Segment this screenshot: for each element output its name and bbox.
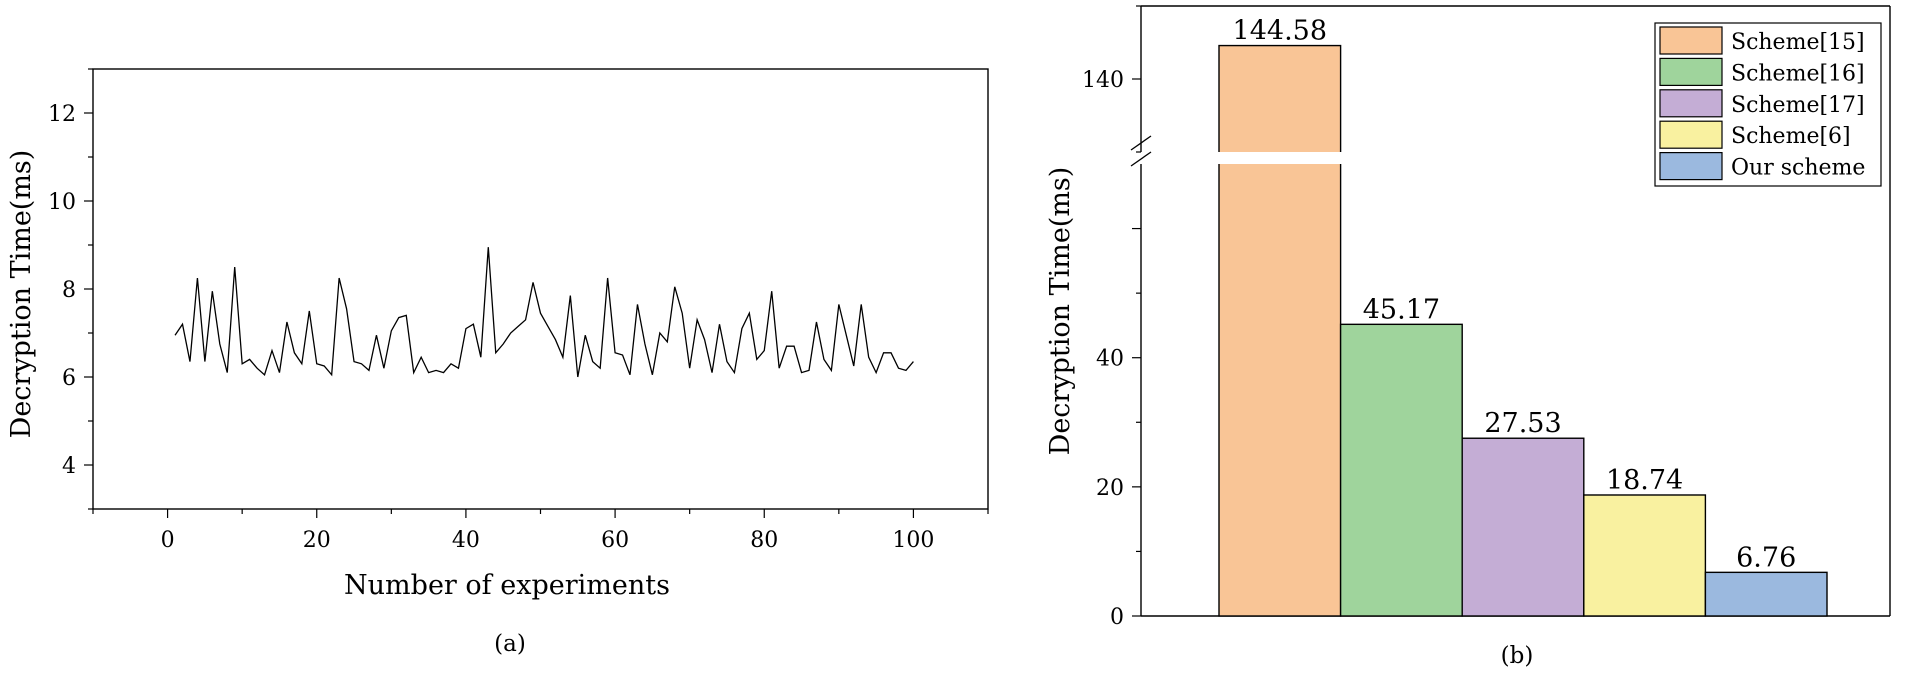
legend-swatch xyxy=(1659,57,1723,87)
chart-a-ticks xyxy=(84,68,989,518)
legend-swatch xyxy=(1659,152,1723,181)
legend-label: Scheme[15] xyxy=(1731,30,1865,55)
y-tick-label: 140 xyxy=(1082,68,1124,93)
chart-b-bar-chart: 0 20 40 140 144.58 45.17 27.53 18.74 6.76 Schem… xyxy=(1045,5,1891,669)
x-tick-label: 0 xyxy=(161,528,175,553)
legend-label: Scheme[17] xyxy=(1731,93,1865,118)
chart-a-x-axis-title: Number of experiments xyxy=(344,570,670,601)
legend-label: Our scheme xyxy=(1731,156,1865,181)
y-tick-label: 40 xyxy=(1096,347,1124,372)
x-tick-label: 80 xyxy=(750,528,778,553)
x-tick-label: 100 xyxy=(892,528,934,553)
chart-b-legend: Scheme[15] Scheme[16] Scheme[17] Scheme[6] O… xyxy=(1654,22,1882,187)
chart-b-bars xyxy=(1210,44,1828,617)
y-tick-label: 20 xyxy=(1096,476,1124,501)
y-tick-label: 4 xyxy=(62,454,76,479)
legend-label: Scheme[6] xyxy=(1731,124,1851,149)
y-tick-label: 12 xyxy=(48,102,76,127)
chart-a-panel-label: (a) xyxy=(494,631,526,657)
y-tick-label: 0 xyxy=(1110,605,1124,630)
chart-a-series-line xyxy=(174,247,914,378)
bar-value-label: 45.17 xyxy=(1363,294,1440,325)
chart-b-ticks xyxy=(1132,5,1141,617)
y-tick-label: 10 xyxy=(48,190,76,215)
chart-a-tick-labels: 0 20 40 60 80 100 4 6 8 10 12 xyxy=(48,102,934,553)
chart-b-value-labels: 144.58 45.17 27.53 18.74 6.76 xyxy=(1233,16,1797,574)
chart-b-y-axis-title: Decryption Time(ms) xyxy=(1045,167,1076,456)
legend-label: Scheme[16] xyxy=(1731,61,1865,86)
chart-b-tick-labels: 0 20 40 140 xyxy=(1082,68,1124,630)
chart-a-plot-frame xyxy=(92,68,989,510)
y-tick-label: 8 xyxy=(62,278,76,303)
legend-swatch xyxy=(1659,89,1723,118)
bar-value-label: 27.53 xyxy=(1484,408,1561,439)
bar-scheme-17 xyxy=(1461,437,1585,617)
bar-scheme-16 xyxy=(1339,323,1463,617)
x-tick-label: 40 xyxy=(452,528,480,553)
chart-b-panel-label: (b) xyxy=(1501,643,1534,669)
axis-break-marker xyxy=(1130,135,1152,167)
bar-scheme-6 xyxy=(1583,494,1707,617)
bar-value-label: 6.76 xyxy=(1736,542,1796,573)
bar-value-label: 144.58 xyxy=(1233,16,1327,47)
legend-items: Scheme[15] Scheme[16] Scheme[17] Scheme[6] O… xyxy=(1659,26,1865,181)
bar-scheme-15 xyxy=(1218,44,1342,617)
axis-break-gap xyxy=(1210,152,1342,164)
chart-a-y-axis-title: Decryption Time(ms) xyxy=(6,150,37,439)
decryption-time-line xyxy=(174,247,914,378)
chart-a-line-chart: 0 20 40 60 80 100 4 6 8 10 12 Number of experiment… xyxy=(6,68,989,657)
legend-swatch xyxy=(1659,120,1723,149)
legend-swatch xyxy=(1659,26,1723,55)
y-tick-label: 6 xyxy=(62,366,76,391)
x-tick-label: 60 xyxy=(601,528,629,553)
bar-our-scheme xyxy=(1704,571,1828,617)
x-tick-label: 20 xyxy=(303,528,331,553)
bar-value-label: 18.74 xyxy=(1606,465,1683,496)
